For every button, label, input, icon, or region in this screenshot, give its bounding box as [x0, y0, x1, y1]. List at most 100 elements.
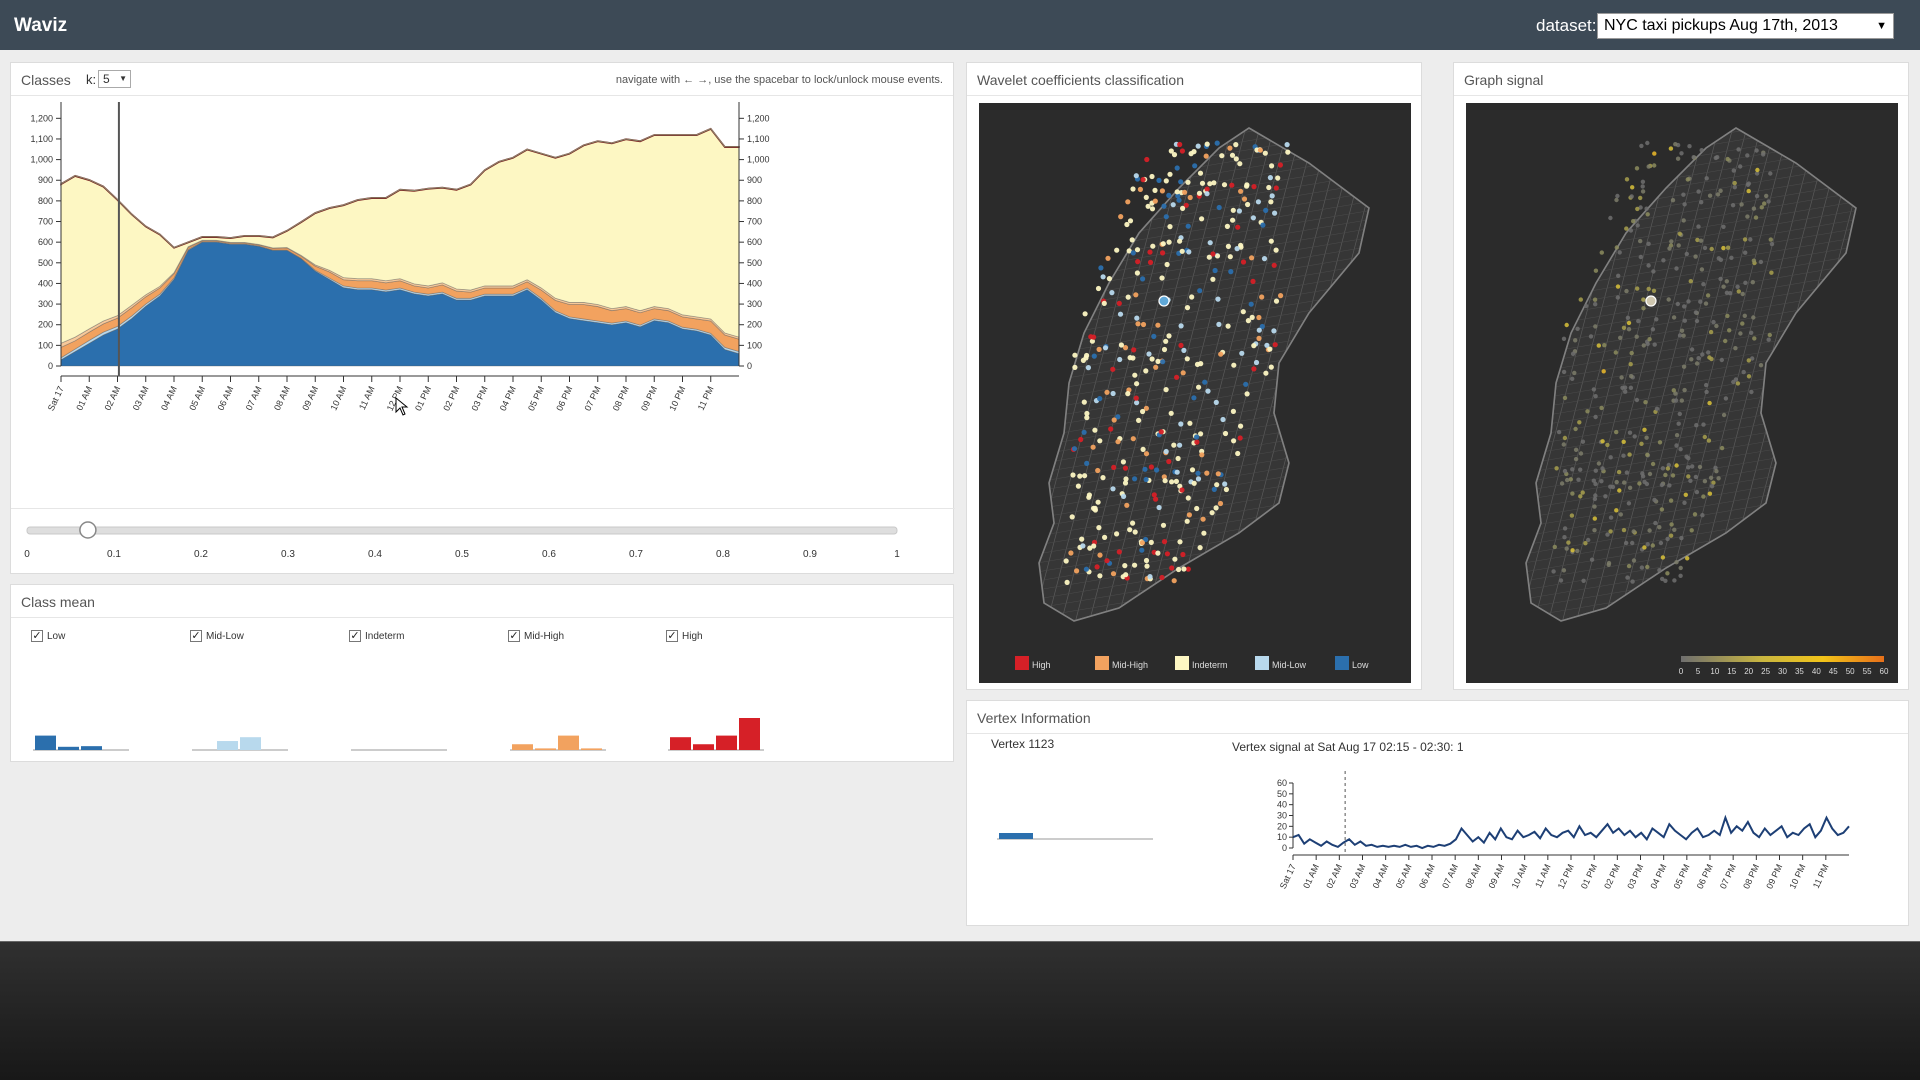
graph-node	[1263, 370, 1269, 376]
graph-node	[1682, 304, 1687, 309]
graph-node	[1762, 201, 1767, 206]
y-tick-label-left: 0	[48, 361, 53, 371]
checkbox-mid-high-box[interactable]: ✓	[508, 630, 520, 642]
vertex-x-tick-label: 06 PM	[1695, 863, 1715, 891]
y-tick-label-right: 800	[747, 196, 762, 206]
k-label: k:	[86, 72, 97, 87]
graph-node	[1769, 241, 1775, 247]
graph-node	[1682, 387, 1687, 393]
graph-node	[1732, 180, 1737, 186]
checkbox-low-box[interactable]: ✓	[31, 630, 43, 642]
graph-node	[1714, 323, 1719, 329]
y-tick-label-right: 700	[747, 217, 762, 227]
graph-node	[1097, 438, 1103, 444]
graph-node	[1097, 573, 1103, 579]
graph-node	[1600, 466, 1605, 471]
graph-node	[1075, 483, 1081, 489]
avenue-line	[1144, 122, 1276, 624]
graph-node	[1735, 381, 1741, 386]
graph-node	[1092, 507, 1098, 513]
graph-node	[1559, 481, 1565, 486]
graph-node	[1268, 364, 1274, 370]
graph-node	[1210, 251, 1216, 257]
wavelet-map[interactable]: High Mid-High Indeterm Mid-Low Low	[979, 103, 1411, 683]
graph-node	[1668, 533, 1674, 538]
graph-node	[1134, 400, 1140, 406]
slider-tick-label: 0	[24, 549, 30, 560]
graph-signal-map-svg[interactable]: 0 5 10 15 20 25 30 35 40 45 50 55 60	[1466, 103, 1898, 683]
graph-node	[1769, 270, 1774, 275]
graph-node	[1249, 314, 1255, 320]
k-select[interactable]: 5 ▼	[98, 70, 131, 88]
graph-node	[1699, 200, 1704, 205]
vertex-info-panel: Vertex Information Vertex 1123 Vertex si…	[966, 700, 1909, 926]
graph-node	[1201, 530, 1207, 536]
graph-node	[1652, 342, 1657, 347]
graph-node	[1133, 173, 1139, 179]
graph-node	[1149, 173, 1155, 180]
graph-node	[1745, 153, 1750, 158]
graph-node	[1164, 551, 1170, 557]
graph-signal-map[interactable]: 0 5 10 15 20 25 30 35 40 45 50 55 60	[1466, 103, 1898, 683]
legend-swatch-low	[1335, 656, 1349, 670]
graph-node	[1704, 382, 1709, 388]
vertex-y-tick-label: 10	[1277, 832, 1287, 842]
graph-node	[1686, 474, 1691, 479]
graph-node	[1665, 466, 1671, 471]
graph-node	[1186, 249, 1192, 255]
class-mean-title: Class mean	[21, 594, 95, 610]
graph-node	[1244, 391, 1250, 397]
panel-divider	[967, 95, 1421, 96]
x-tick-label: 06 PM	[554, 385, 574, 413]
vertex-y-tick-label: 20	[1277, 821, 1287, 831]
graph-node	[1139, 540, 1145, 546]
graph-node	[1635, 286, 1640, 291]
graph-node	[1092, 427, 1098, 433]
graph-node	[1639, 441, 1644, 446]
graph-node	[1642, 427, 1647, 432]
graph-node	[1148, 464, 1154, 470]
graph-node	[1174, 374, 1180, 380]
graph-node	[1211, 486, 1217, 492]
graph-node	[1147, 259, 1154, 265]
class-mean-bar	[217, 741, 238, 750]
graph-node	[1072, 364, 1078, 370]
colorbar-tick-label: 5	[1696, 667, 1701, 676]
legend-label-high: High	[1032, 660, 1051, 670]
slider-handle[interactable]	[79, 521, 97, 539]
graph-node	[1178, 323, 1184, 329]
graph-node	[1698, 299, 1703, 304]
wavelet-map-svg[interactable]: High Mid-High Indeterm Mid-Low Low	[979, 103, 1411, 683]
graph-node	[1231, 438, 1237, 444]
graph-node	[1724, 290, 1730, 295]
graph-node	[1155, 358, 1161, 364]
graph-node	[1177, 539, 1183, 545]
checkbox-mid-low-box[interactable]: ✓	[190, 630, 202, 642]
graph-node	[1172, 556, 1178, 562]
graph-node	[1638, 205, 1643, 210]
graph-node	[1083, 566, 1089, 572]
graph-node	[1097, 552, 1103, 558]
class-stream-chart[interactable]: 0 0 100 100 200 200 300 300 400 400 500 500 600 600 70…	[11, 98, 955, 508]
graph-node	[1681, 333, 1686, 338]
graph-node	[1626, 320, 1632, 326]
avenue-line	[1088, 122, 1220, 624]
graph-node	[1746, 181, 1751, 186]
graph-node	[1199, 452, 1205, 458]
graph-node	[1256, 335, 1262, 341]
graph-node	[1670, 473, 1676, 478]
dataset-select[interactable]: NYC taxi pickups Aug 17th, 2013 ▼	[1597, 13, 1894, 39]
checkbox-high-box[interactable]: ✓	[666, 630, 678, 642]
graph-node	[1169, 565, 1175, 571]
k-select-value: 5	[103, 72, 110, 86]
graph-node	[1150, 243, 1156, 249]
threshold-slider[interactable]: 0 0.1 0.2 0.3 0.4 0.5 0.6 0.7 0.8 0.9 1	[11, 509, 955, 574]
graph-node	[1705, 293, 1711, 298]
colorbar-tick-label: 25	[1761, 667, 1770, 676]
graph-node	[1137, 186, 1143, 192]
x-tick-label: 05 AM	[187, 385, 207, 412]
graph-node	[1644, 435, 1649, 440]
checkbox-indeterm-box[interactable]: ✓	[349, 630, 361, 642]
graph-node	[1268, 238, 1274, 244]
